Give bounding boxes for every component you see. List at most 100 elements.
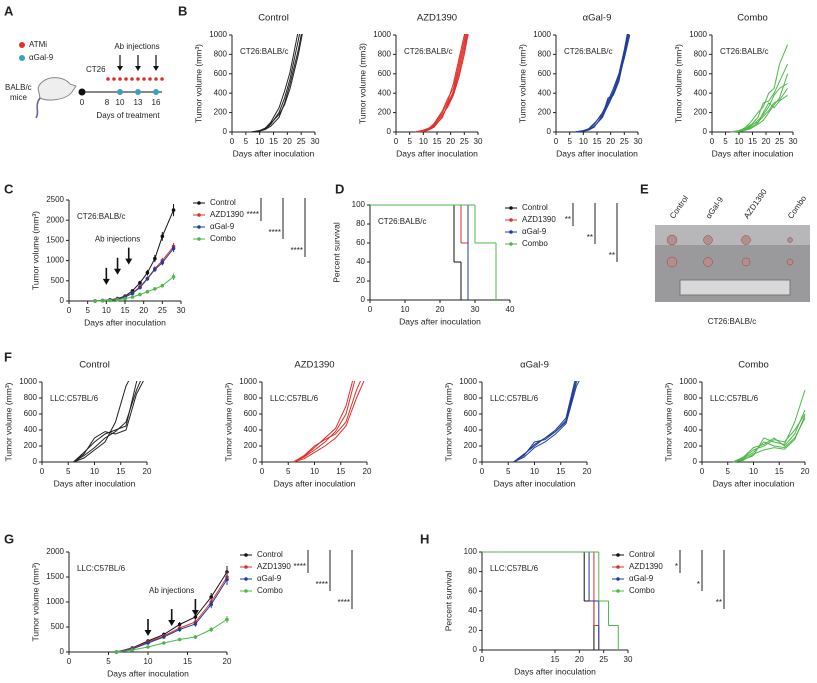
x-tick-label: 40: [506, 305, 515, 314]
annotation: CT26:BALB/c: [77, 212, 125, 221]
tumors: [666, 234, 794, 268]
y-tick-label: 600: [694, 69, 708, 78]
legend-label: αGal-9: [210, 222, 235, 231]
annotation: LLC:C57BL/6: [490, 564, 539, 573]
chart-title: AZD1390: [417, 13, 457, 24]
y-tick-label: 200: [378, 108, 392, 117]
arrow-label: Ab injections: [95, 235, 140, 244]
x-tick-label: 20: [446, 137, 455, 146]
y-tick-label: 2000: [46, 215, 64, 224]
y-axis-label: Percent survival: [331, 222, 341, 283]
chart: 0 200 400 600 800 1000 0 5 10 15 20 Combo Days after…: [663, 360, 810, 489]
point: [225, 617, 229, 622]
significance-label: ****: [338, 598, 350, 607]
timeline-axis-label: Days of treatment: [96, 111, 160, 120]
legend-marker: [616, 577, 620, 581]
point: [153, 267, 157, 272]
x-tick-label: 0: [230, 137, 235, 146]
point: [108, 298, 112, 303]
legend-marker: [509, 242, 513, 246]
chart: 0 200 400 600 800 1000 0 5 10 15 20 AZD1390 Days aft…: [223, 360, 372, 489]
point: [171, 208, 176, 212]
y-tick-label: 80: [356, 219, 365, 228]
x-tick-label: 20: [223, 657, 232, 666]
point: [193, 615, 198, 619]
x-tick-label: 10: [735, 137, 744, 146]
x-tick-label: 15: [121, 306, 130, 315]
series-line: [575, 34, 629, 133]
series-line: [73, 381, 141, 463]
point: [209, 595, 213, 599]
point: [160, 283, 165, 288]
series-line: [732, 417, 806, 463]
y-tick-label: 600: [464, 409, 478, 418]
annotation: CT26:BALB/c: [404, 47, 452, 56]
y-tick-label: 1000: [239, 377, 257, 386]
point: [130, 295, 135, 299]
x-tick-label: 15: [269, 137, 278, 146]
arrow-head: [114, 268, 122, 275]
panel-label: F: [4, 349, 12, 364]
x-tick-label: 15: [183, 657, 192, 666]
x-axis-label: Days after inoculation: [712, 148, 794, 158]
point: [209, 627, 213, 632]
chart-title: αGal-9: [520, 360, 549, 371]
series-line: [730, 44, 789, 133]
legend-marker: [197, 213, 201, 217]
annotation: CT26:BALB/c: [564, 47, 612, 56]
x-axis-label: Days after inoculation: [84, 317, 166, 327]
point: [171, 246, 176, 251]
annotation: CT26:BALB/c: [378, 217, 426, 226]
series-line: [415, 34, 466, 133]
x-tick-label: 20: [143, 467, 152, 476]
legend-atmi: ATMi: [29, 40, 47, 49]
chart: 0 20 40 60 80 100 0 15 20 25 30 Days after inoculat…: [443, 547, 725, 676]
x-tick-label: 15: [433, 137, 442, 146]
point: [160, 260, 165, 265]
y-tick-label: 40: [356, 257, 365, 266]
y-tick-label: 1000: [46, 597, 64, 606]
legend-label: Control: [257, 550, 283, 559]
point: [209, 602, 213, 607]
y-tick-label: 0: [473, 645, 478, 654]
x-tick-label: 10: [749, 467, 758, 476]
atmi-dot: [19, 42, 25, 48]
chart: 0 200 400 600 800 1000 0 5 10 15 20 αGal-9 Days afte…: [443, 360, 592, 489]
x-tick-label: 10: [530, 467, 539, 476]
x-tick-label: 15: [748, 137, 757, 146]
point: [177, 622, 182, 627]
series-line: [513, 381, 577, 463]
chart-title: Control: [79, 360, 110, 371]
x-tick-label: 30: [177, 306, 186, 315]
x-tick-label: 10: [90, 467, 99, 476]
significance-label: **: [609, 251, 615, 260]
series-line: [116, 576, 228, 653]
y-axis-label: Tumor volume (mm³): [663, 382, 673, 461]
cell-line: CT26: [86, 65, 106, 74]
legend-label: AZD1390: [210, 210, 244, 219]
point: [193, 635, 198, 639]
y-tick-label: 0: [703, 127, 708, 136]
point: [123, 296, 127, 301]
x-tick-label: 20: [436, 305, 445, 314]
y-tick-label: 2500: [46, 195, 64, 204]
legend-marker: [616, 553, 620, 557]
y-tick-label: 200: [24, 441, 38, 450]
series-line: [293, 381, 361, 463]
panel-label: B: [178, 3, 187, 18]
y-axis-label: Tumor volume (mm³): [443, 382, 453, 461]
panel-label: G: [4, 531, 14, 546]
y-tick-label: 800: [538, 50, 552, 59]
photo: Control αGal-9 AZD1390 Combo CT26:BALB/c: [655, 187, 810, 326]
legend-marker: [197, 237, 201, 241]
arrow-head: [191, 610, 199, 616]
point: [162, 635, 166, 639]
y-tick-label: 200: [214, 108, 228, 117]
x-tick-label: 30: [634, 137, 643, 146]
annotation: LLC:C57BL/6: [490, 394, 539, 403]
x-tick-label: 10: [579, 137, 588, 146]
x-axis-label: Days after inoculation: [107, 668, 189, 678]
x-tick-label: 0: [67, 306, 72, 315]
y-tick-label: 800: [684, 393, 698, 402]
